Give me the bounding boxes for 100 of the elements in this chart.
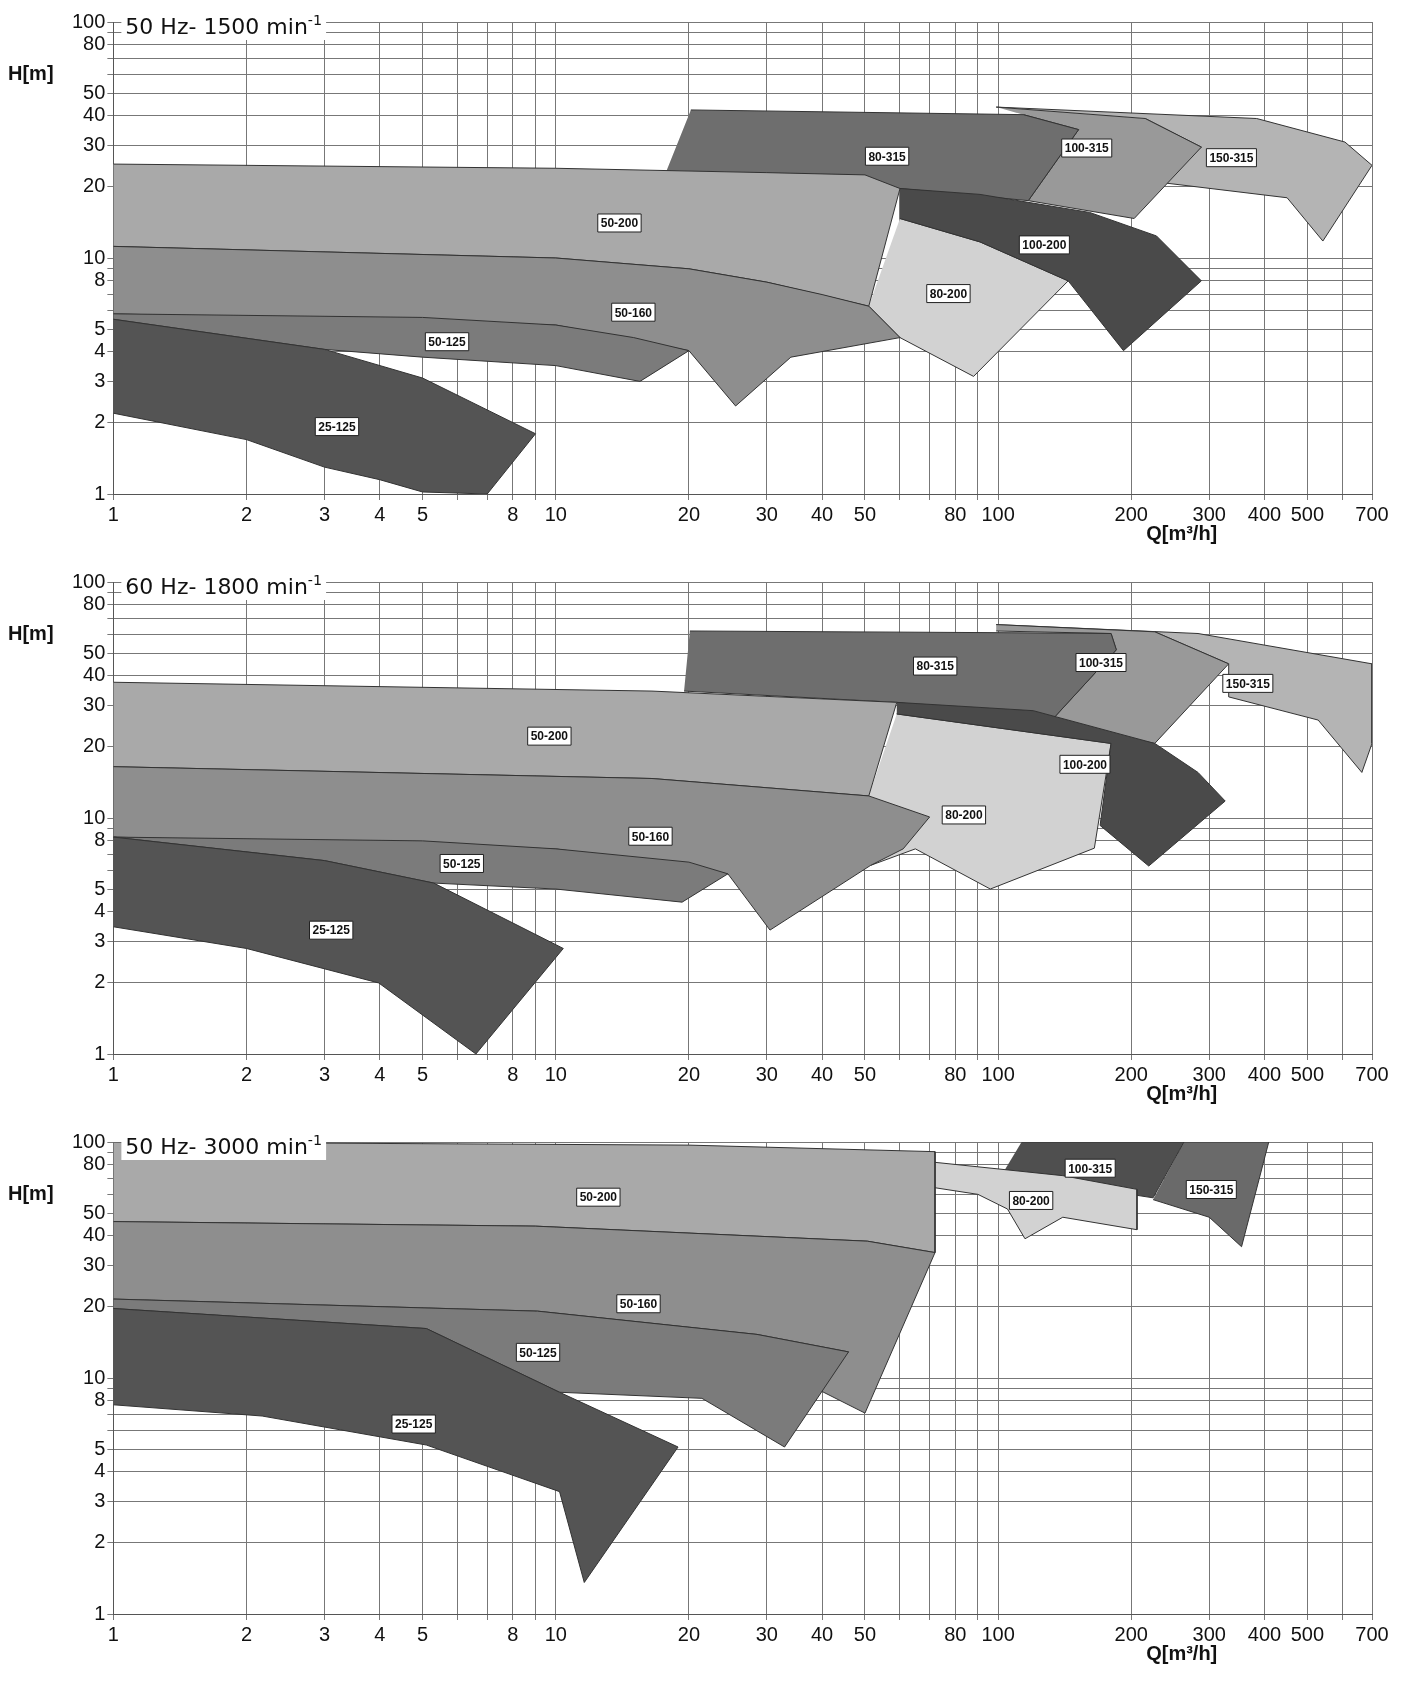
y-tick-label: 50 xyxy=(83,80,106,103)
series-label: 50-200 xyxy=(579,1190,618,1205)
x-tick-label: 100 xyxy=(981,1622,1015,1645)
series-label: 50-125 xyxy=(428,335,467,350)
y-tick-label: 40 xyxy=(83,103,106,126)
y-tick-label: 8 xyxy=(94,1388,106,1411)
series-label: 80-315 xyxy=(916,659,955,674)
x-tick-label: 4 xyxy=(374,502,386,525)
series-label: 150-315 xyxy=(1189,1182,1234,1197)
series-label: 80-315 xyxy=(868,149,907,164)
y-tick-label: 4 xyxy=(94,339,106,362)
series-label: 50-125 xyxy=(443,856,481,871)
x-tick-label: 40 xyxy=(810,502,834,525)
y-tick-label: 100 xyxy=(71,569,106,592)
y-tick-label: 8 xyxy=(94,268,106,291)
series-label: 80-200 xyxy=(1012,1193,1051,1208)
y-tick-label: 1 xyxy=(94,481,106,504)
x-tick-label: 40 xyxy=(810,1062,834,1085)
x-tick-label: 50 xyxy=(853,1062,877,1085)
x-tick-label: 30 xyxy=(755,1622,778,1645)
y-tick-label: 1 xyxy=(94,1041,106,1064)
x-tick-label: 3 xyxy=(318,1062,330,1085)
y-tick-label: 2 xyxy=(94,410,106,433)
series-label: 50-125 xyxy=(519,1345,558,1360)
y-tick-label: 30 xyxy=(83,692,106,715)
y-tick-label: 5 xyxy=(94,316,106,339)
x-tick-label: 8 xyxy=(507,1062,519,1085)
x-tick-label: 5 xyxy=(417,1062,429,1085)
y-tick-label: 5 xyxy=(94,876,106,899)
x-tick-label: 10 xyxy=(544,502,567,525)
y-tick-label: 30 xyxy=(83,132,106,155)
y-tick-label: 40 xyxy=(83,663,106,686)
x-tick-label: 8 xyxy=(507,1622,519,1645)
series-label: 100-315 xyxy=(1064,141,1110,156)
x-tick-label: 8 xyxy=(507,502,519,525)
x-tick-label: 700 xyxy=(1355,1062,1389,1085)
series-label: 25-125 xyxy=(395,1417,433,1432)
y-tick-label: 10 xyxy=(83,1365,106,1388)
x-tick-label: 200 xyxy=(1114,502,1148,525)
x-tick-label: 200 xyxy=(1114,1622,1148,1645)
y-tick-label: 10 xyxy=(83,245,106,268)
x-tick-label: 200 xyxy=(1114,1062,1148,1085)
x-tick-label: 20 xyxy=(677,502,701,525)
y-tick-label: 8 xyxy=(94,828,106,851)
x-tick-label: 500 xyxy=(1290,502,1325,525)
series-label: 50-160 xyxy=(619,1297,658,1312)
series-label: 100-315 xyxy=(1068,1161,1113,1176)
x-tick-label: 20 xyxy=(677,1622,701,1645)
x-tick-label: 700 xyxy=(1355,1622,1389,1645)
series-label: 100-315 xyxy=(1078,655,1124,670)
series-label: 50-160 xyxy=(614,305,653,320)
x-tick-label: 10 xyxy=(544,1062,567,1085)
series-label: 50-160 xyxy=(631,829,670,844)
series-label: 100-200 xyxy=(1062,757,1108,772)
y-axis-title: H[m] xyxy=(8,621,54,644)
y-tick-label: 40 xyxy=(83,1223,106,1246)
y-tick-label: 20 xyxy=(83,1294,106,1317)
y-tick-label: 100 xyxy=(71,9,106,32)
y-tick-label: 80 xyxy=(83,32,106,55)
series-label: 50-200 xyxy=(530,729,569,744)
series-label: 80-200 xyxy=(929,286,968,301)
x-tick-label: 4 xyxy=(374,1062,386,1085)
series-label: 25-125 xyxy=(312,923,351,938)
y-tick-label: 4 xyxy=(94,899,106,922)
series-label: 150-315 xyxy=(1225,676,1271,691)
y-tick-label: 100 xyxy=(71,1129,106,1152)
y-tick-label: 50 xyxy=(83,640,106,663)
x-tick-label: 400 xyxy=(1247,1622,1282,1645)
y-tick-label: 20 xyxy=(83,734,106,757)
x-tick-label: 100 xyxy=(981,502,1015,525)
series-label: 80-200 xyxy=(945,808,983,823)
x-tick-label: 700 xyxy=(1355,502,1389,525)
x-tick-label: 100 xyxy=(981,1062,1015,1085)
x-tick-label: 2 xyxy=(240,1622,253,1645)
y-tick-label: 80 xyxy=(83,592,106,615)
y-tick-label: 2 xyxy=(94,1530,106,1553)
y-tick-label: 50 xyxy=(83,1200,106,1223)
x-tick-label: 80 xyxy=(944,502,967,525)
x-tick-label: 3 xyxy=(318,1622,330,1645)
y-tick-label: 3 xyxy=(94,1488,106,1511)
x-tick-label: 80 xyxy=(944,1622,967,1645)
x-tick-label: 400 xyxy=(1247,1062,1282,1085)
x-tick-label: 4 xyxy=(374,1622,386,1645)
x-tick-label: 400 xyxy=(1247,502,1282,525)
x-tick-label: 500 xyxy=(1290,1622,1325,1645)
x-tick-label: 3 xyxy=(318,502,330,525)
series-label: 100-200 xyxy=(1022,238,1067,253)
y-tick-label: 1 xyxy=(94,1601,106,1624)
x-tick-label: 40 xyxy=(810,1622,834,1645)
y-tick-label: 3 xyxy=(94,368,106,391)
series-label: 25-125 xyxy=(318,419,356,434)
x-tick-label: 50 xyxy=(853,1622,877,1645)
x-tick-label: 50 xyxy=(853,502,877,525)
y-tick-label: 5 xyxy=(94,1436,106,1459)
y-tick-label: 10 xyxy=(83,805,106,828)
y-tick-label: 80 xyxy=(83,1152,106,1175)
y-tick-label: 3 xyxy=(94,928,106,951)
y-tick-label: 20 xyxy=(83,174,106,197)
x-tick-label: 20 xyxy=(677,1062,701,1085)
x-tick-label: 500 xyxy=(1290,1062,1325,1085)
